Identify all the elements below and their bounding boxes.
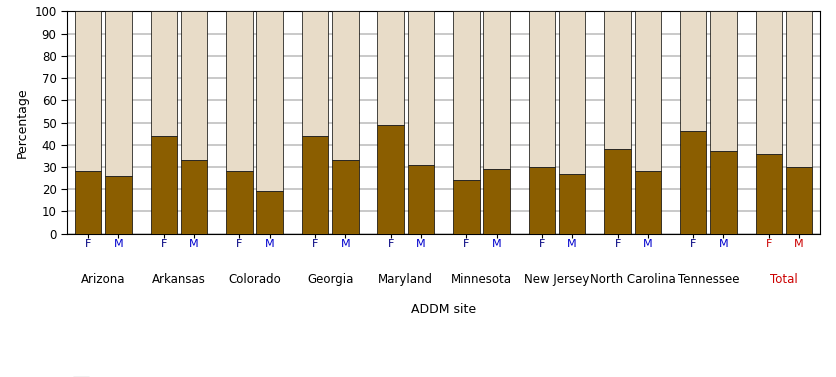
Text: North Carolina: North Carolina [589,273,675,286]
Bar [302,11,328,136]
Text: Colorado: Colorado [228,273,281,286]
Bar [377,11,404,125]
Bar [604,149,630,234]
Bar [302,136,328,234]
Text: Arizona: Arizona [81,273,125,286]
Bar [528,167,554,234]
Bar [482,169,509,234]
Bar [181,160,207,234]
Bar [226,172,252,234]
Text: Maryland: Maryland [378,273,433,286]
Text: Minnesota: Minnesota [451,273,512,286]
Bar [558,174,584,234]
Bar [679,11,706,132]
Bar [528,11,554,167]
Bar [256,11,283,192]
Text: ADDM site: ADDM site [410,303,476,316]
Bar [105,176,131,234]
Bar [74,172,101,234]
Bar [634,11,660,172]
Bar [377,125,404,234]
Bar [482,11,509,169]
Text: New Jersey: New Jersey [523,273,589,286]
Bar [256,192,283,234]
Bar [105,11,131,176]
Bar [452,180,479,234]
Bar [150,11,176,136]
Bar [181,11,207,160]
Text: Georgia: Georgia [307,273,353,286]
Bar [332,160,358,234]
Bar [407,11,434,165]
Bar [710,152,736,234]
Bar [710,11,736,152]
Text: Arkansas: Arkansas [152,273,206,286]
Bar [785,11,812,167]
Bar [226,11,252,172]
Bar [150,136,176,234]
Y-axis label: Percentage: Percentage [16,87,28,158]
Bar [558,11,584,174]
Bar [452,11,479,180]
Bar [755,11,781,154]
Bar [604,11,630,149]
Bar [407,165,434,234]
Bar [74,11,101,172]
Bar [634,172,660,234]
Bar [755,154,781,234]
Text: Tennessee: Tennessee [677,273,738,286]
Text: Total: Total [769,273,797,286]
Bar [332,11,358,160]
Bar [679,132,706,234]
Bar [785,167,812,234]
